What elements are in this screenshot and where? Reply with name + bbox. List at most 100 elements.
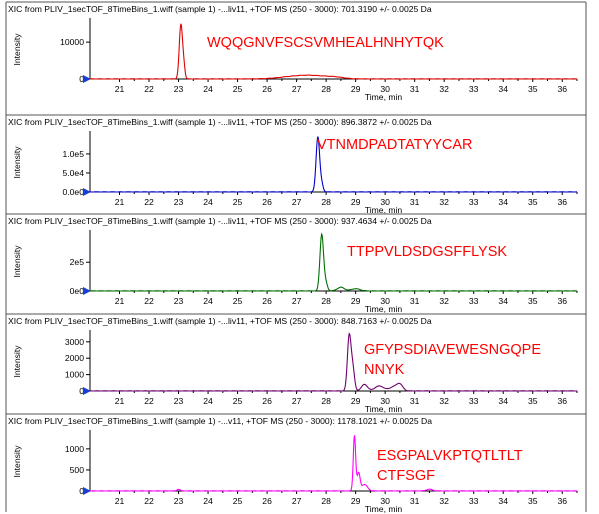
x-tick-label: 25	[233, 296, 243, 306]
x-tick-label: 25	[233, 496, 243, 506]
x-tick-label: 29	[351, 296, 361, 306]
x-tick-label: 33	[469, 84, 479, 94]
y-tick-label: 0.0e0	[62, 187, 84, 197]
x-tick-label: 24	[203, 197, 213, 207]
x-tick-label: 28	[321, 197, 331, 207]
x-tick-label: 29	[351, 496, 361, 506]
x-tick-label: 24	[203, 84, 213, 94]
start-marker	[83, 387, 91, 395]
panel-title: XIC from PLIV_1secTOF_8TimeBins_1.wiff (…	[8, 416, 432, 426]
y-tick-label: 10000	[60, 37, 84, 47]
xic-panel-4: XIC from PLIV_1secTOF_8TimeBins_1.wiff (…	[6, 313, 586, 414]
y-tick-label: 0e0	[70, 286, 85, 296]
peptide-label: NNYK	[364, 362, 405, 378]
start-marker	[83, 287, 91, 295]
xic-panel-2: XIC from PLIV_1secTOF_8TimeBins_1.wiff (…	[6, 114, 586, 215]
x-tick-label: 23	[174, 296, 184, 306]
start-marker	[83, 188, 91, 196]
x-tick-label: 32	[439, 396, 449, 406]
panel-title: XIC from PLIV_1secTOF_8TimeBins_1.wiff (…	[8, 4, 432, 14]
x-tick-label: 32	[439, 496, 449, 506]
y-tick-label: 5.0e4	[62, 168, 84, 178]
y-tick-label: 500	[70, 465, 85, 475]
x-axis-label: Time, min	[365, 304, 403, 314]
x-tick-label: 33	[469, 496, 479, 506]
x-tick-label: 35	[528, 396, 538, 406]
x-tick-label: 25	[233, 84, 243, 94]
start-marker	[83, 487, 91, 495]
x-tick-label: 22	[144, 84, 154, 94]
x-tick-label: 22	[144, 396, 154, 406]
x-tick-label: 25	[233, 197, 243, 207]
x-tick-label: 31	[410, 496, 420, 506]
x-tick-label: 36	[557, 84, 567, 94]
x-tick-label: 21	[115, 84, 125, 94]
x-tick-label: 27	[292, 496, 302, 506]
y-tick-label: 1.0e5	[62, 149, 84, 159]
series-trace	[89, 136, 578, 193]
x-tick-label: 28	[321, 496, 331, 506]
y-tick-label: 2e5	[70, 257, 85, 267]
x-tick-label: 34	[498, 296, 508, 306]
xic-panel-1: XIC from PLIV_1secTOF_8TimeBins_1.wiff (…	[6, 1, 586, 102]
series-trace	[89, 232, 578, 292]
x-tick-label: 30	[380, 396, 390, 406]
x-tick-label: 30	[380, 84, 390, 94]
x-tick-label: 35	[528, 197, 538, 207]
x-tick-label: 22	[144, 197, 154, 207]
series-trace	[89, 332, 578, 392]
x-axis-label: Time, min	[365, 504, 403, 514]
x-tick-label: 21	[115, 396, 125, 406]
x-tick-label: 32	[439, 197, 449, 207]
x-tick-label: 26	[262, 84, 272, 94]
x-axis-label: Time, min	[365, 92, 403, 102]
x-tick-label: 28	[321, 296, 331, 306]
x-tick-label: 22	[144, 496, 154, 506]
start-marker	[83, 75, 91, 83]
x-tick-label: 23	[174, 197, 184, 207]
x-tick-label: 36	[557, 496, 567, 506]
peptide-label: WQQGNVFSCSVMHEALHNHYTQK	[207, 35, 444, 51]
y-axis-label: Intensity	[12, 146, 22, 179]
x-tick-label: 21	[115, 296, 125, 306]
x-tick-label: 27	[292, 197, 302, 207]
x-tick-label: 22	[144, 296, 154, 306]
x-tick-label: 29	[351, 84, 361, 94]
x-tick-label: 28	[321, 396, 331, 406]
x-tick-label: 24	[203, 396, 213, 406]
x-tick-label: 28	[321, 84, 331, 94]
peptide-label: CTFSGF	[377, 468, 435, 484]
y-axis-label: Intensity	[12, 345, 22, 378]
y-axis-label: Intensity	[12, 245, 22, 278]
x-tick-label: 34	[498, 84, 508, 94]
panel-title: XIC from PLIV_1secTOF_8TimeBins_1.wiff (…	[8, 216, 432, 226]
x-tick-label: 24	[203, 496, 213, 506]
x-tick-label: 30	[380, 197, 390, 207]
peptide-label: TTPPVLDSDGSFFLYSK	[347, 244, 507, 260]
x-axis-label: Time, min	[365, 404, 403, 414]
x-tick-label: 26	[262, 496, 272, 506]
y-tick-label: 2000	[65, 353, 84, 363]
xic-panel-5: XIC from PLIV_1secTOF_8TimeBins_1.wiff (…	[6, 413, 586, 514]
x-tick-label: 32	[439, 84, 449, 94]
x-tick-label: 29	[351, 197, 361, 207]
x-tick-label: 31	[410, 296, 420, 306]
x-tick-label: 27	[292, 84, 302, 94]
peptide-label: VTNMDPADTATYYCAR	[317, 137, 472, 153]
x-tick-label: 25	[233, 396, 243, 406]
x-tick-label: 26	[262, 296, 272, 306]
x-tick-label: 33	[469, 396, 479, 406]
y-axis-label: Intensity	[12, 33, 22, 66]
x-tick-label: 29	[351, 396, 361, 406]
x-tick-label: 23	[174, 396, 184, 406]
y-tick-label: 3000	[65, 337, 84, 347]
panel-title: XIC from PLIV_1secTOF_8TimeBins_1.wiff (…	[8, 117, 432, 127]
x-tick-label: 24	[203, 296, 213, 306]
x-tick-label: 35	[528, 84, 538, 94]
series-trace	[89, 23, 578, 80]
x-tick-label: 23	[174, 496, 184, 506]
x-tick-label: 33	[469, 296, 479, 306]
x-tick-label: 36	[557, 197, 567, 207]
x-tick-label: 21	[115, 496, 125, 506]
